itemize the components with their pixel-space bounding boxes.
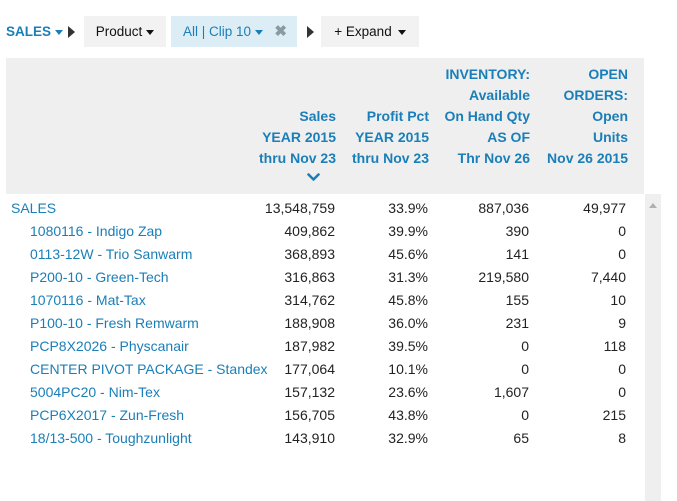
clip-filter-label: All | Clip 10 — [183, 24, 252, 39]
cell-profit-pct: 23.6% — [388, 384, 428, 400]
row-label[interactable]: 5004PC20 - Nim-Tex — [30, 384, 160, 400]
cell-inventory: 0 — [521, 407, 529, 423]
sales-dimension-label: SALES — [6, 24, 52, 39]
cell-inventory: 155 — [505, 292, 529, 308]
sort-descending-icon[interactable] — [307, 173, 320, 182]
drill-arrow-icon — [68, 26, 75, 38]
cell-open-orders: 9 — [618, 315, 626, 331]
cell-profit-pct: 39.5% — [388, 338, 428, 354]
row-label[interactable]: 0113-12W - Trio Sanwarm — [30, 246, 193, 262]
table-header — [6, 58, 644, 194]
cell-open-orders: 0 — [618, 361, 626, 377]
drill-arrow-icon — [307, 26, 314, 38]
cell-profit-pct: 10.1% — [388, 361, 428, 377]
cell-profit-pct: 36.0% — [388, 315, 428, 331]
cell-inventory: 219,580 — [478, 269, 529, 285]
row-label[interactable]: CENTER PIVOT PACKAGE - Standex — [30, 361, 268, 377]
cell-profit-pct: 45.6% — [388, 246, 428, 262]
cell-profit-pct: 43.8% — [388, 407, 428, 423]
cell-profit-pct: 31.3% — [388, 269, 428, 285]
row-label[interactable]: PCP8X2026 - Physcanair — [30, 338, 189, 354]
table-row: CENTER PIVOT PACKAGE - Standex 177,064 1… — [0, 358, 645, 381]
cell-inventory: 65 — [513, 430, 529, 446]
cell-sales: 409,862 — [284, 223, 335, 239]
sales-dimension-dropdown[interactable]: SALES — [6, 16, 64, 47]
table-row-total: SALES 13,548,759 33.9% 887,036 49,977 — [0, 197, 645, 220]
product-dropdown-label: Product — [95, 24, 143, 39]
cell-sales: 188,908 — [284, 315, 335, 331]
cell-profit-pct: 33.9% — [388, 200, 428, 216]
cell-inventory: 0 — [521, 361, 529, 377]
product-dropdown[interactable]: Product — [84, 16, 166, 47]
cell-profit-pct: 39.9% — [388, 223, 428, 239]
row-label[interactable]: 18/13-500 - Toughzunlight — [30, 430, 192, 446]
row-label[interactable]: 1080116 - Indigo Zap — [30, 223, 163, 239]
clip-filter-chip[interactable]: All | Clip 10 ✖ — [171, 16, 297, 47]
cell-sales: 143,910 — [284, 430, 335, 446]
cell-profit-pct: 32.9% — [388, 430, 428, 446]
expand-dropdown-label: + Expand — [334, 24, 392, 39]
cell-profit-pct: 45.8% — [388, 292, 428, 308]
cell-open-orders: 49,977 — [583, 200, 626, 216]
table-row: PCP6X2017 - Zun-Fresh 156,705 43.8% 0 21… — [0, 404, 645, 427]
toolbar: SALES Product All | Clip 10 ✖ + Expand — [0, 16, 677, 47]
table-row: 0113-12W - Trio Sanwarm 368,893 45.6% 14… — [0, 243, 645, 266]
table-row: 5004PC20 - Nim-Tex 157,132 23.6% 1,607 0 — [0, 381, 645, 404]
table-row: 1080116 - Indigo Zap 409,862 39.9% 390 0 — [0, 220, 645, 243]
cell-inventory: 231 — [505, 315, 529, 331]
cell-open-orders: 118 — [603, 338, 626, 354]
row-label[interactable]: P200-10 - Green-Tech — [30, 269, 169, 285]
cell-inventory: 141 — [505, 246, 529, 262]
table-body: SALES 13,548,759 33.9% 887,036 49,977 10… — [0, 197, 645, 450]
cell-sales: 187,982 — [284, 338, 335, 354]
remove-filter-icon[interactable]: ✖ — [274, 23, 287, 40]
row-label[interactable]: P100-10 - Fresh Remwarm — [30, 315, 199, 331]
cell-open-orders: 0 — [618, 223, 626, 239]
cell-open-orders: 0 — [618, 246, 626, 262]
cell-sales: 177,064 — [284, 361, 335, 377]
chevron-down-icon — [397, 29, 406, 35]
cell-open-orders: 7,440 — [590, 269, 626, 285]
chevron-down-icon — [146, 29, 155, 35]
chevron-down-icon — [255, 29, 264, 35]
table-row: 1070116 - Mat-Tax 314,762 45.8% 155 10 — [0, 289, 645, 312]
cell-inventory: 1,607 — [493, 384, 529, 400]
cell-sales: 368,893 — [284, 246, 335, 262]
cell-inventory: 390 — [505, 223, 529, 239]
vertical-scrollbar[interactable] — [645, 194, 661, 501]
chevron-down-icon — [55, 29, 64, 35]
column-header-profit-pct[interactable]: Profit Pct YEAR 2015 thru Nov 23 — [351, 108, 429, 166]
column-header-inventory[interactable]: INVENTORY: Available On Hand Qty AS OF T… — [444, 66, 530, 166]
row-label[interactable]: PCP6X2017 - Zun-Fresh — [30, 407, 185, 423]
cell-open-orders: 8 — [618, 430, 626, 446]
table-row: PCP8X2026 - Physcanair 187,982 39.5% 0 1… — [0, 335, 645, 358]
cell-open-orders: 10 — [610, 292, 626, 308]
table-row: P200-10 - Green-Tech 316,863 31.3% 219,5… — [0, 266, 645, 289]
cell-inventory: 887,036 — [478, 200, 529, 216]
table-row: P100-10 - Fresh Remwarm 188,908 36.0% 23… — [0, 312, 645, 335]
cell-sales: 316,863 — [284, 269, 335, 285]
table-row: 18/13-500 - Toughzunlight 143,910 32.9% … — [0, 427, 645, 450]
column-header-sales[interactable]: Sales YEAR 2015 thru Nov 23 — [258, 108, 336, 166]
row-label[interactable]: 1070116 - Mat-Tax — [30, 292, 146, 308]
cell-sales: 13,548,759 — [264, 200, 335, 216]
row-label[interactable]: SALES — [11, 200, 57, 216]
cell-open-orders: 215 — [602, 407, 626, 423]
cell-inventory: 0 — [521, 338, 529, 354]
expand-dropdown[interactable]: + Expand — [321, 16, 419, 47]
cell-sales: 156,705 — [284, 407, 335, 423]
cell-sales: 157,132 — [284, 384, 335, 400]
column-header-open-orders[interactable]: OPEN ORDERS: Open Units Nov 26 2015 — [547, 66, 628, 166]
scroll-up-arrow-icon[interactable] — [649, 203, 657, 208]
cell-open-orders: 0 — [618, 384, 626, 400]
cell-sales: 314,762 — [284, 292, 335, 308]
